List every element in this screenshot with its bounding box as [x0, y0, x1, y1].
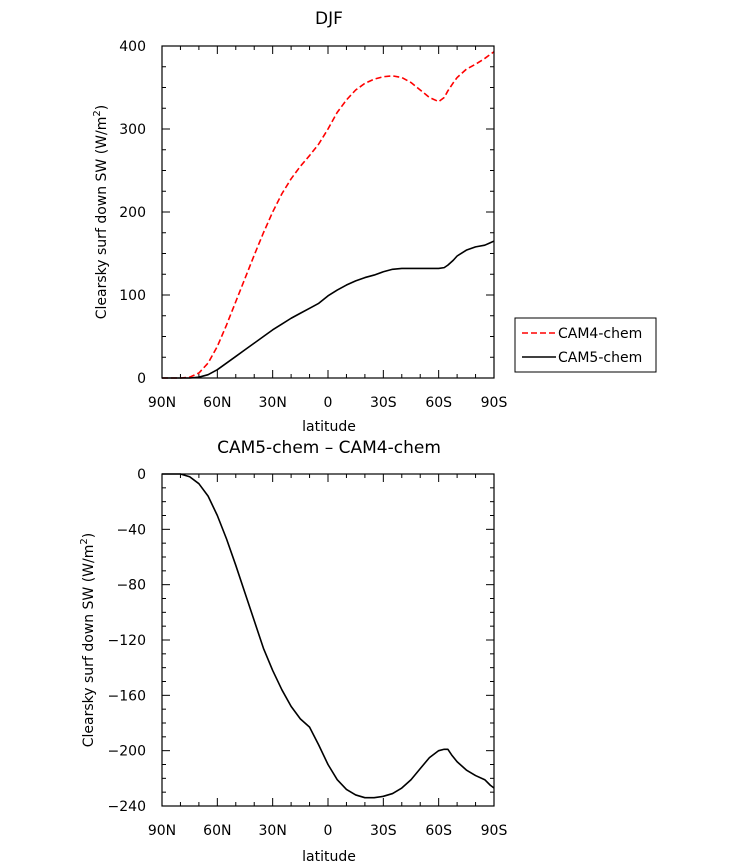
x-axis-label: latitude — [302, 849, 356, 865]
x-tick-label: 60N — [203, 823, 231, 839]
y-tick-label: 100 — [119, 288, 146, 304]
legend-box — [514, 317, 657, 373]
chart-title: CAM5-chem – CAM4-chem — [217, 438, 441, 458]
y-tick-label: −160 — [108, 688, 146, 704]
x-tick-label: 90S — [481, 395, 508, 411]
x-axis-label: latitude — [302, 419, 356, 435]
y-tick-label: −240 — [108, 799, 146, 815]
y-tick-label: −200 — [108, 744, 146, 760]
legend-label-cam5: CAM5-chem — [558, 350, 642, 366]
series-line-cam5-chem-cam4-chem — [162, 473, 495, 799]
plot-frame — [161, 473, 495, 807]
y-tick-label: 400 — [119, 39, 146, 55]
y-tick-label: 200 — [119, 205, 146, 221]
x-tick-label: 0 — [324, 823, 333, 839]
series-line-cam4-chem — [162, 51, 495, 379]
djf-panel: DJF latitude Clearsky surf down SW (W/m2… — [92, 9, 507, 435]
y-tick-label: −80 — [116, 578, 146, 594]
x-tick-label: 90S — [481, 823, 508, 839]
x-tick-label: 30S — [370, 395, 397, 411]
plot-frame — [161, 45, 495, 379]
difference-panel: CAM5-chem – CAM4-chem latitude Clearsky … — [79, 438, 507, 865]
y-tick-label: −40 — [116, 522, 146, 538]
legend: CAM4-chem CAM5-chem — [514, 317, 657, 373]
series-line-cam5-chem — [162, 240, 495, 379]
y-tick-label: −120 — [108, 633, 146, 649]
x-tick-label: 30N — [259, 395, 287, 411]
y-axis-label: Clearsky surf down SW (W/m2) — [92, 105, 110, 319]
x-tick-label: 90N — [148, 395, 176, 411]
x-tick-label: 30S — [370, 823, 397, 839]
x-tick-label: 90N — [148, 823, 176, 839]
x-tick-label: 0 — [324, 395, 333, 411]
y-tick-label: 0 — [137, 371, 146, 387]
x-tick-label: 60S — [425, 823, 452, 839]
y-axis-label: Clearsky surf down SW (W/m2) — [79, 533, 97, 747]
x-tick-label: 60N — [203, 395, 231, 411]
chart-title: DJF — [315, 9, 343, 29]
x-tick-label: 30N — [259, 823, 287, 839]
y-tick-label: 0 — [137, 467, 146, 483]
legend-label-cam4: CAM4-chem — [558, 326, 642, 342]
x-tick-label: 60S — [425, 395, 452, 411]
y-tick-label: 300 — [119, 122, 146, 138]
